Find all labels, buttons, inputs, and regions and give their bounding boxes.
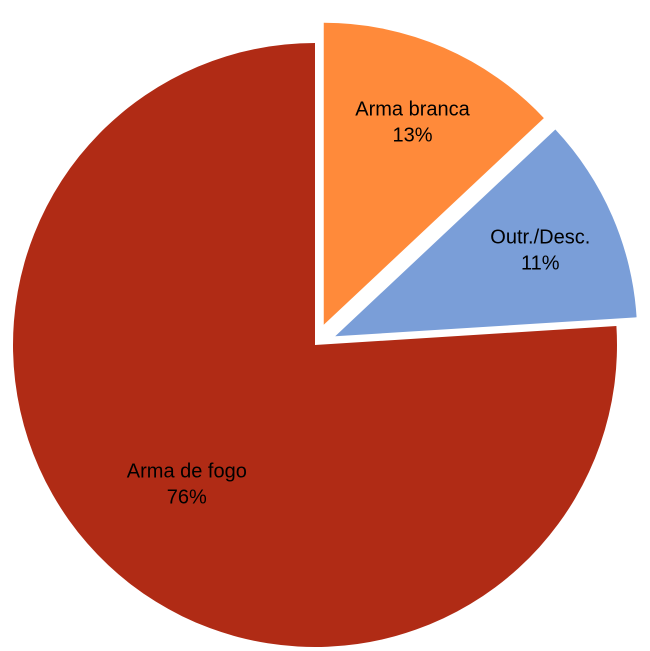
pie-label-value: 76% (167, 486, 207, 508)
pie-label-arma-branca: Arma branca 13% (355, 99, 470, 147)
pie-label-arma-de-fogo: Arma de fogo 76% (127, 460, 247, 508)
pie-label-outr-desc: Outr./Desc. 11% (490, 227, 590, 275)
pie-label-value: 13% (392, 125, 432, 147)
pie-label-name: Arma de fogo (127, 460, 247, 482)
pie-slices (12, 22, 637, 648)
pie-labels: Arma branca 13% Outr./Desc. 11% Arma de fogo… (127, 99, 591, 509)
pie-label-name: Arma branca (355, 99, 470, 121)
pie-slice-arma-de-fogo (12, 43, 618, 648)
pie-slice-outr-desc (335, 129, 637, 337)
pie-label-name: Outr./Desc. (490, 227, 590, 249)
pie-slice-arma-branca (323, 22, 544, 325)
pie-label-value: 11% (521, 253, 560, 275)
